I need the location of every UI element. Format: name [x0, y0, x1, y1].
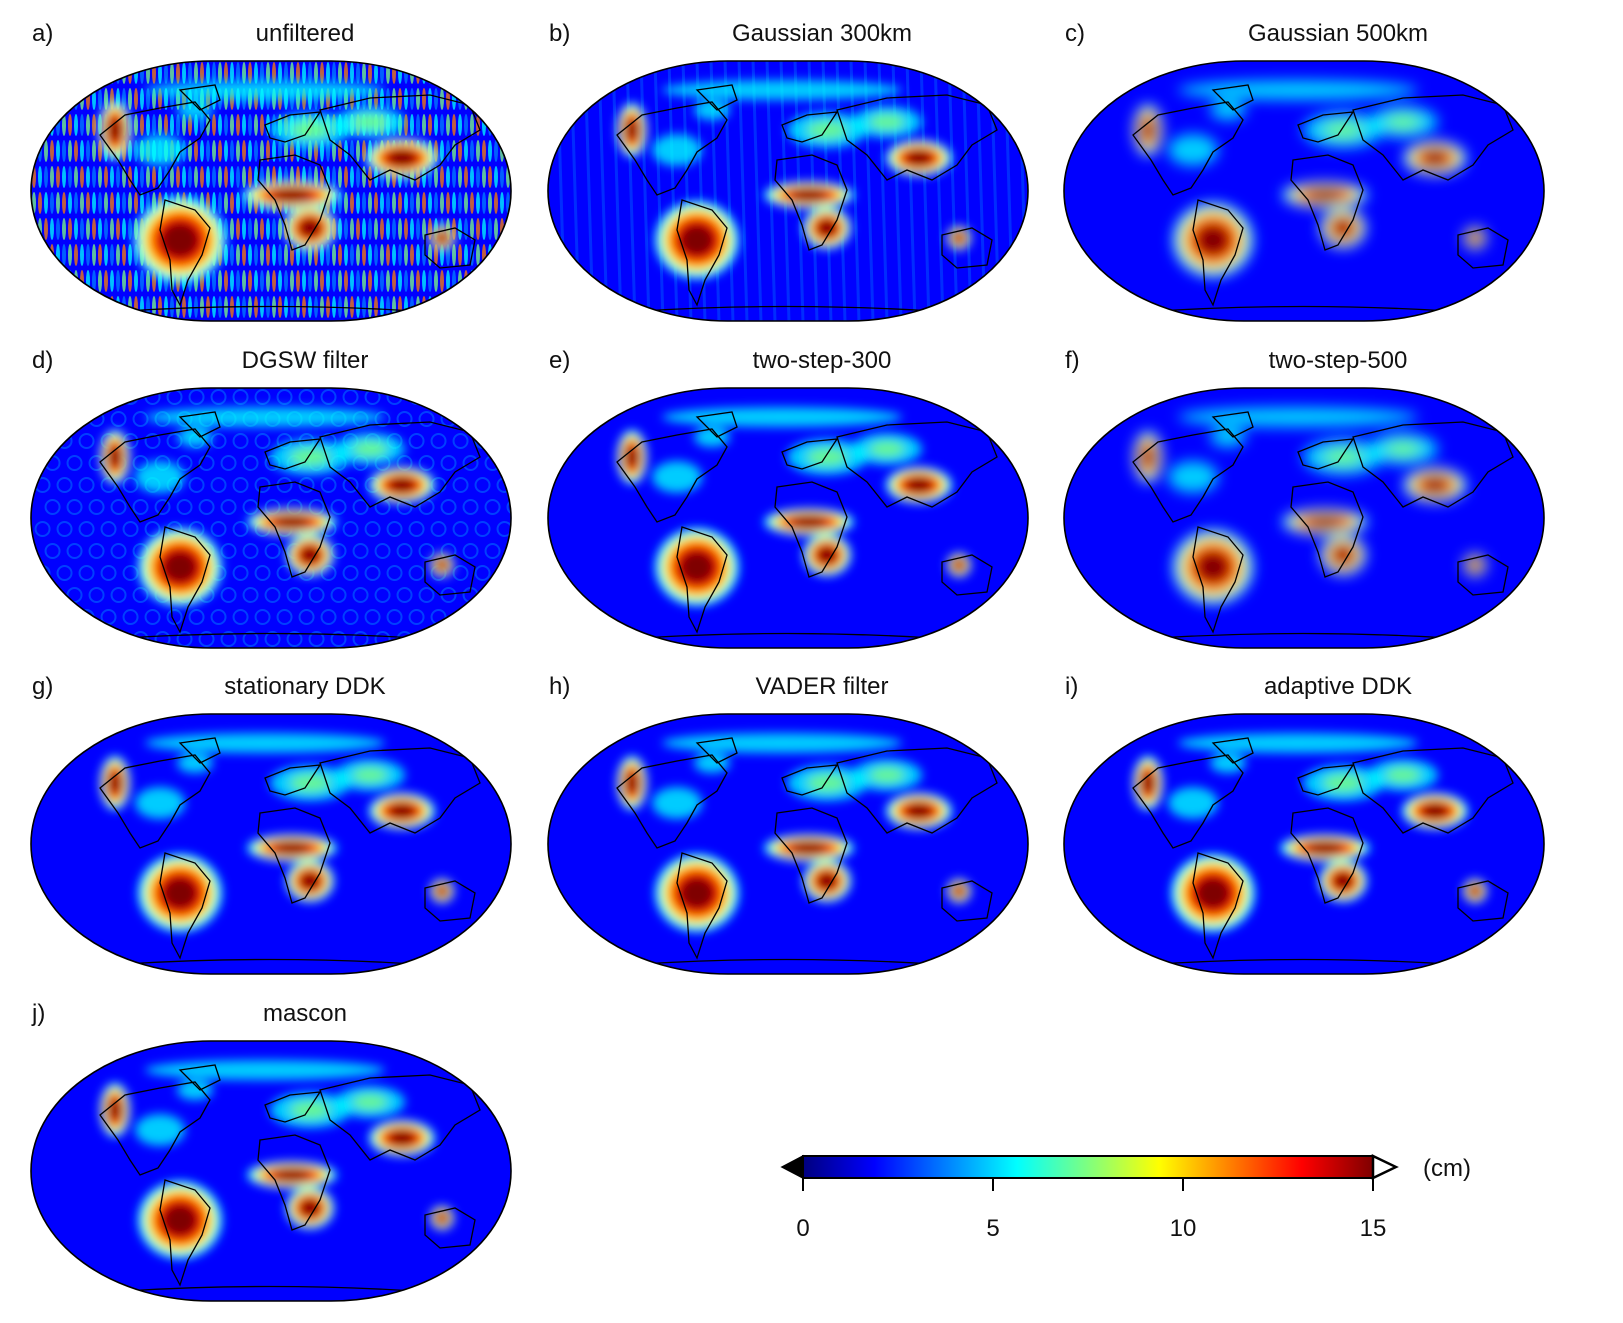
- map-panel: e) two-step-300: [547, 347, 1047, 649]
- world-map: [547, 713, 1029, 975]
- panel-letter: h): [549, 673, 571, 700]
- map-panel: d) DGSW filter: [30, 347, 530, 649]
- panel-letter: b): [549, 20, 571, 47]
- panel-title: two-step-500: [1268, 347, 1408, 374]
- panel-title: unfiltered: [255, 20, 355, 47]
- map-panel: i) adaptive DDK: [1063, 673, 1563, 975]
- panel-title: adaptive DDK: [1263, 673, 1413, 700]
- panel-title: VADER filter: [755, 673, 889, 700]
- world-map: [1063, 713, 1545, 975]
- panel-letter: j): [32, 1000, 46, 1027]
- colorbar-bar: [780, 1154, 1399, 1191]
- world-map: [547, 60, 1029, 322]
- map-panel: g) stationary DDK: [30, 673, 530, 975]
- world-map: [30, 387, 512, 649]
- world-map: [1063, 60, 1545, 322]
- colorbar-tick-label: 0: [796, 1215, 810, 1242]
- panel-letter: g): [32, 673, 54, 700]
- map-panel: b) Gaussian 300km: [547, 20, 1047, 322]
- world-map: [30, 60, 512, 322]
- panel-letter: c): [1065, 20, 1085, 47]
- panel-title: two-step-300: [752, 347, 892, 374]
- panel-letter: e): [549, 347, 571, 374]
- panel-title: Gaussian 300km: [731, 20, 913, 47]
- map-panel: j) mascon: [30, 1000, 530, 1302]
- colorbar-unit: (cm): [1423, 1155, 1471, 1182]
- map-panel: h) VADER filter: [547, 673, 1047, 975]
- panel-letter: f): [1065, 347, 1080, 374]
- panel-title: Gaussian 500km: [1247, 20, 1429, 47]
- world-map: [1063, 387, 1545, 649]
- colorbar-tick-label: 15: [1359, 1215, 1387, 1242]
- panel-title: DGSW filter: [241, 347, 369, 374]
- panel-letter: i): [1065, 673, 1079, 700]
- map-panel: a) unfiltered: [30, 20, 530, 322]
- colorbar: 0 5 10 15 (cm): [780, 1145, 1480, 1275]
- panel-letter: d): [32, 347, 54, 374]
- world-map: [30, 1040, 512, 1302]
- map-panel: f) two-step-500: [1063, 347, 1563, 649]
- panel-title: mascon: [262, 1000, 348, 1027]
- colorbar-tick-label: 5: [986, 1215, 1000, 1242]
- panel-letter: a): [32, 20, 54, 47]
- panel-title: stationary DDK: [224, 673, 386, 700]
- world-map: [547, 387, 1029, 649]
- map-panel: c) Gaussian 500km: [1063, 20, 1563, 322]
- colorbar-tick-label: 10: [1169, 1215, 1197, 1242]
- world-map: [30, 713, 512, 975]
